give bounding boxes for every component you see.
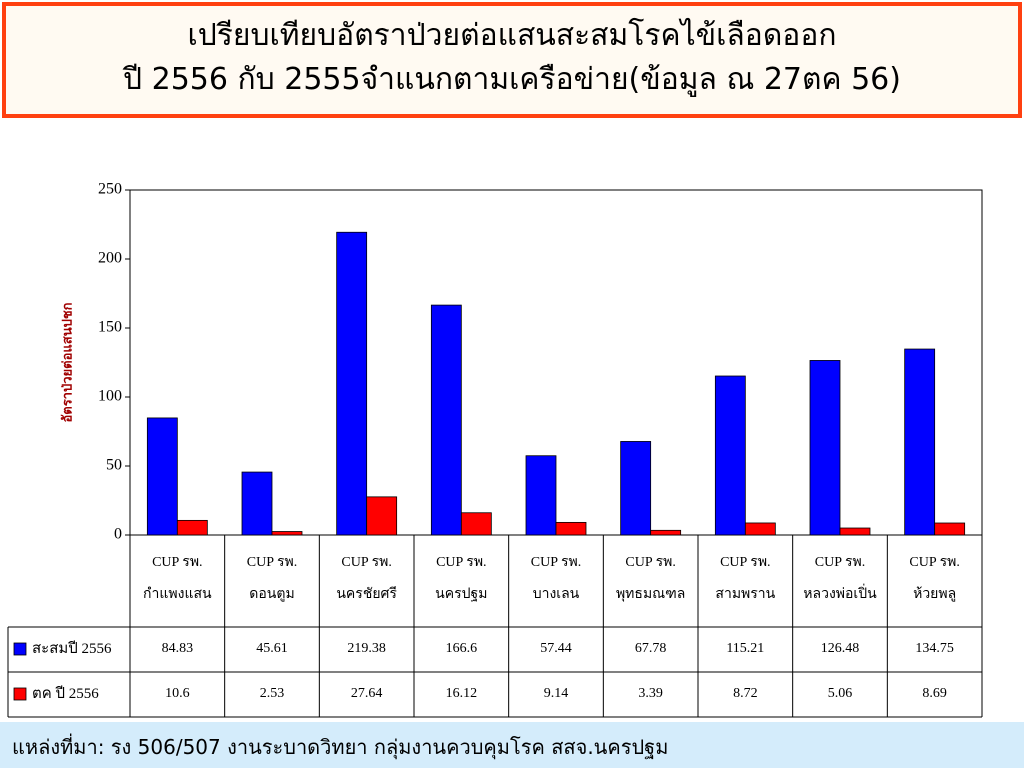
bar — [366, 496, 398, 536]
table-value: 8.69 — [922, 686, 947, 701]
bar — [336, 231, 368, 536]
table-value: 9.14 — [543, 686, 569, 701]
bar — [839, 527, 871, 536]
table-value: 67.78 — [634, 641, 667, 656]
title-box: เปรียบเทียบอัตราป่วยต่อแสนสะสมโรคไข้เลือ… — [2, 2, 1022, 118]
table-value: 45.61 — [256, 641, 288, 656]
category-label: CUP รพ. นครชัยศรี — [336, 555, 397, 602]
category-label: CUP รพ. พุทธมณฑล — [615, 555, 686, 602]
bar — [904, 348, 936, 536]
legend-label: สะสมปี 2556 — [32, 641, 112, 657]
category-label: CUP รพ. หลวงพ่อเปิ่น — [803, 555, 877, 602]
bar — [650, 529, 682, 536]
bar — [714, 375, 746, 536]
legend-swatch — [13, 642, 27, 656]
chart: 0 50 100 150 200 250 อัตราป่วยต่อแสนปชก — [7, 181, 983, 718]
chart-title: เปรียบเทียบอัตราป่วยต่อแสนสะสมโรคไข้เลือ… — [187, 18, 837, 53]
y-axis-label: อัตราป่วยต่อแสนปชก — [61, 302, 76, 422]
bar — [744, 522, 776, 536]
table-value: 27.64 — [350, 686, 383, 701]
legend-label: ตค ปี 2556 — [32, 686, 99, 702]
category-label: CUP รพ. ห้วยพลู — [909, 555, 960, 602]
table-value: 3.39 — [638, 686, 663, 701]
category-label: CUP รพ. ดอนตูม — [246, 555, 298, 602]
bar — [809, 360, 841, 536]
table-value: 2.53 — [259, 686, 285, 701]
category-label: CUP รพ. บางเลน — [530, 555, 582, 602]
bar — [620, 441, 652, 536]
table-value: 16.12 — [445, 686, 478, 701]
chart-title: ปี 2556 กับ 2555จำแนกตามเครือข่าย(ข้อมูล… — [123, 62, 901, 97]
table-value: 126.48 — [820, 641, 860, 656]
table-value: 134.75 — [915, 641, 954, 656]
table-value: 5.06 — [827, 686, 853, 701]
y-tick-label: 100 — [98, 388, 122, 405]
y-tick-label: 0 — [114, 526, 122, 543]
bar — [555, 521, 587, 536]
y-tick-label: 200 — [98, 250, 122, 267]
category-label: CUP รพ. กำแพงแสน — [143, 555, 212, 602]
bar — [430, 304, 462, 536]
table-value: 219.38 — [347, 641, 386, 656]
category-label: CUP รพ. นครปฐม — [435, 555, 488, 602]
bar — [146, 417, 178, 536]
bar — [460, 512, 492, 536]
category-label: CUP รพ. สามพราน — [715, 555, 776, 602]
bar — [934, 522, 966, 536]
table-value: 57.44 — [540, 641, 572, 656]
table-value: 166.6 — [445, 641, 478, 656]
y-tick-label: 250 — [98, 181, 122, 198]
bar — [241, 471, 273, 536]
y-tick-label: 50 — [106, 457, 122, 474]
bar — [271, 531, 303, 536]
bar — [525, 455, 557, 536]
table-value: 84.83 — [161, 641, 194, 656]
table-value: 115.21 — [726, 641, 765, 656]
legend-swatch — [13, 687, 27, 701]
table-value: 8.72 — [733, 686, 758, 701]
y-tick-label: 150 — [98, 319, 122, 336]
table-value: 10.6 — [165, 686, 190, 701]
source-note: แหล่งที่มา: รง 506/507 งานระบาดวิทยา กลุ… — [0, 722, 1024, 768]
bar — [176, 519, 208, 536]
